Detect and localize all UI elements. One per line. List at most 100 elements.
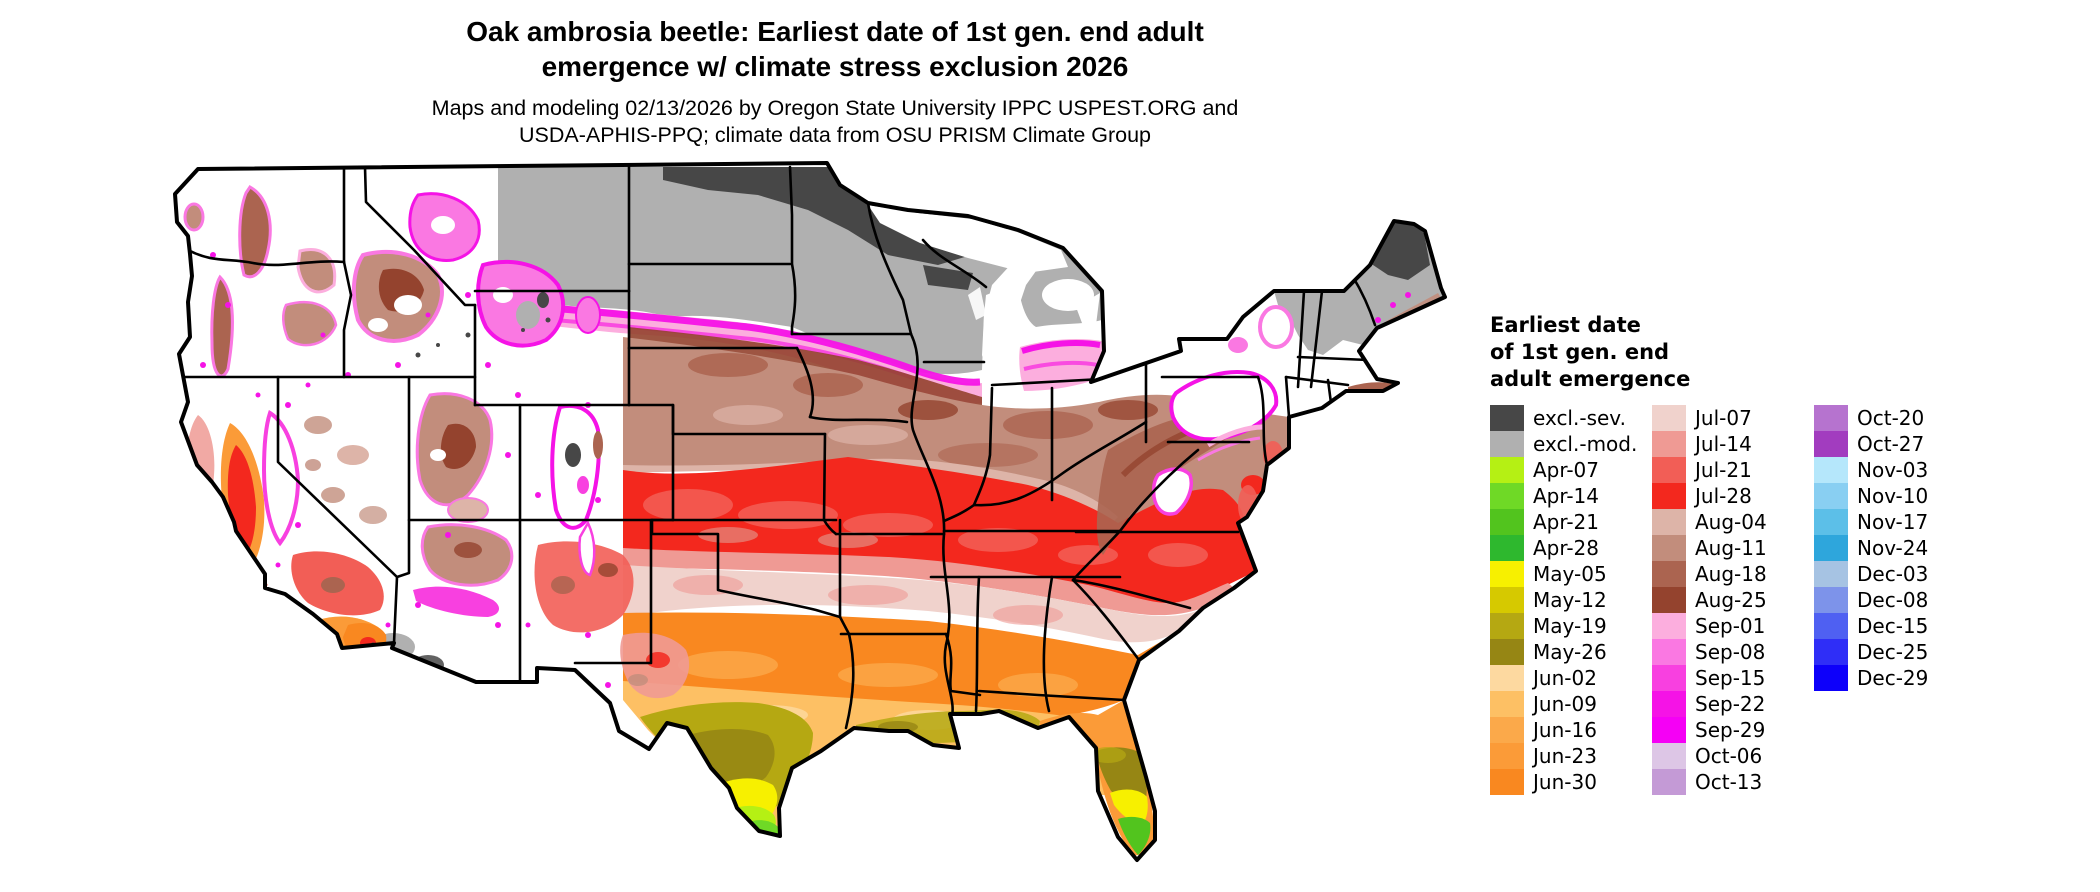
legend-label: Jul-07 — [1695, 406, 1752, 430]
legend-item: Dec-29 — [1814, 665, 1976, 691]
legend-label: Dec-29 — [1857, 666, 1929, 690]
legend-swatch — [1814, 639, 1848, 665]
legend-label: Aug-11 — [1695, 536, 1767, 560]
subtitle-line-1: Maps and modeling 02/13/2026 by Oregon S… — [431, 96, 1239, 120]
legend-swatch — [1490, 483, 1524, 509]
legend-label: Sep-29 — [1695, 718, 1766, 742]
legend-swatch — [1490, 509, 1524, 535]
legend-item: Oct-27 — [1814, 431, 1976, 457]
subtitle-line-2: USDA-APHIS-PPQ; climate data from OSU PR… — [518, 123, 1152, 147]
legend-label: excl.-mod. — [1533, 432, 1638, 456]
legend-swatch — [1814, 405, 1848, 431]
legend-label: Jul-28 — [1695, 484, 1752, 508]
legend-swatch — [1490, 769, 1524, 795]
legend-label: Aug-25 — [1695, 588, 1767, 612]
legend-label: Sep-08 — [1695, 640, 1766, 664]
legend-label: Nov-10 — [1857, 484, 1929, 508]
legend-label: Apr-07 — [1533, 458, 1599, 482]
legend-swatch — [1652, 639, 1686, 665]
legend-item: Oct-06 — [1652, 743, 1814, 769]
legend-swatch — [1652, 483, 1686, 509]
legend-label: Dec-03 — [1857, 562, 1929, 586]
legend-label: excl.-sev. — [1533, 406, 1626, 430]
legend-swatch — [1490, 535, 1524, 561]
legend-label: Jun-09 — [1533, 692, 1597, 716]
legend-swatch — [1814, 457, 1848, 483]
legend-swatch — [1490, 717, 1524, 743]
us-map-svg — [173, 161, 1447, 862]
legend-item: Sep-08 — [1652, 639, 1814, 665]
legend-title-line-2: of 1st gen. end — [1490, 340, 1670, 364]
legend-item: May-12 — [1490, 587, 1652, 613]
legend-item: Sep-15 — [1652, 665, 1814, 691]
legend-swatch — [1814, 535, 1848, 561]
legend-label: Oct-27 — [1857, 432, 1925, 456]
legend-item: Nov-24 — [1814, 535, 1976, 561]
legend-item: Apr-07 — [1490, 457, 1652, 483]
legend-label: Apr-14 — [1533, 484, 1599, 508]
legend-swatch — [1652, 691, 1686, 717]
legend-label: Jun-02 — [1533, 666, 1597, 690]
legend-label: May-05 — [1533, 562, 1607, 586]
legend-item: Aug-25 — [1652, 587, 1814, 613]
header: Oak ambrosia beetle: Earliest date of 1s… — [140, 14, 1530, 149]
legend-item: Jun-30 — [1490, 769, 1652, 795]
legend-label: Oct-20 — [1857, 406, 1925, 430]
legend-swatch — [1652, 613, 1686, 639]
legend-swatch — [1652, 743, 1686, 769]
legend-swatch — [1652, 717, 1686, 743]
legend-swatch — [1652, 769, 1686, 795]
legend-swatch — [1814, 509, 1848, 535]
legend-label: Apr-21 — [1533, 510, 1599, 534]
legend-item: May-05 — [1490, 561, 1652, 587]
legend-swatch — [1814, 431, 1848, 457]
legend-swatch — [1490, 613, 1524, 639]
legend-swatch — [1814, 613, 1848, 639]
legend-label: Dec-15 — [1857, 614, 1929, 638]
legend-title: Earliest date of 1st gen. end adult emer… — [1490, 312, 1976, 393]
legend-swatch — [1814, 483, 1848, 509]
legend-column-3: Oct-20 Oct-27 Nov-03 Nov-10 Nov-17 Nov-24 Dec-… — [1814, 405, 1976, 795]
legend-swatch — [1490, 431, 1524, 457]
legend-item: excl.-sev. — [1490, 405, 1652, 431]
legend-item: Sep-01 — [1652, 613, 1814, 639]
legend-item: Oct-13 — [1652, 769, 1814, 795]
legend-item: Jun-09 — [1490, 691, 1652, 717]
legend-item: Jun-23 — [1490, 743, 1652, 769]
legend-swatch — [1490, 691, 1524, 717]
us-choropleth-map — [168, 155, 1448, 892]
legend-label: May-19 — [1533, 614, 1607, 638]
legend-label: Oct-13 — [1695, 770, 1763, 794]
legend-label: Jul-21 — [1695, 458, 1752, 482]
map-legend: Earliest date of 1st gen. end adult emer… — [1490, 312, 1976, 795]
legend-swatch — [1490, 405, 1524, 431]
legend-swatch — [1652, 561, 1686, 587]
legend-label: Jun-16 — [1533, 718, 1597, 742]
legend-item: Jul-21 — [1652, 457, 1814, 483]
legend-title-line-1: Earliest date — [1490, 313, 1641, 337]
legend-swatch — [1814, 561, 1848, 587]
legend-item: Sep-29 — [1652, 717, 1814, 743]
map-fill-layers — [175, 163, 1445, 860]
legend-item: Dec-08 — [1814, 587, 1976, 613]
legend-swatch — [1814, 587, 1848, 613]
legend-item: Nov-10 — [1814, 483, 1976, 509]
legend-label: Aug-04 — [1695, 510, 1767, 534]
legend-item: Sep-22 — [1652, 691, 1814, 717]
legend-column-2: Jul-07 Jul-14 Jul-21 Jul-28 Aug-04 Aug-11 Aug-… — [1652, 405, 1814, 795]
legend-swatch — [1652, 457, 1686, 483]
page-title-line-1: Oak ambrosia beetle: Earliest date of 1s… — [466, 16, 1204, 47]
legend-label: Jun-23 — [1533, 744, 1597, 768]
page-title-line-2: emergence w/ climate stress exclusion 20… — [541, 51, 1129, 82]
legend-swatch — [1652, 431, 1686, 457]
legend-item: Jun-16 — [1490, 717, 1652, 743]
legend-item: excl.-mod. — [1490, 431, 1652, 457]
legend-swatch — [1652, 405, 1686, 431]
legend-label: Nov-24 — [1857, 536, 1929, 560]
legend-label: Oct-06 — [1695, 744, 1763, 768]
legend-swatch — [1652, 587, 1686, 613]
legend-item: May-19 — [1490, 613, 1652, 639]
legend-label: Nov-17 — [1857, 510, 1929, 534]
legend-label: Dec-25 — [1857, 640, 1929, 664]
